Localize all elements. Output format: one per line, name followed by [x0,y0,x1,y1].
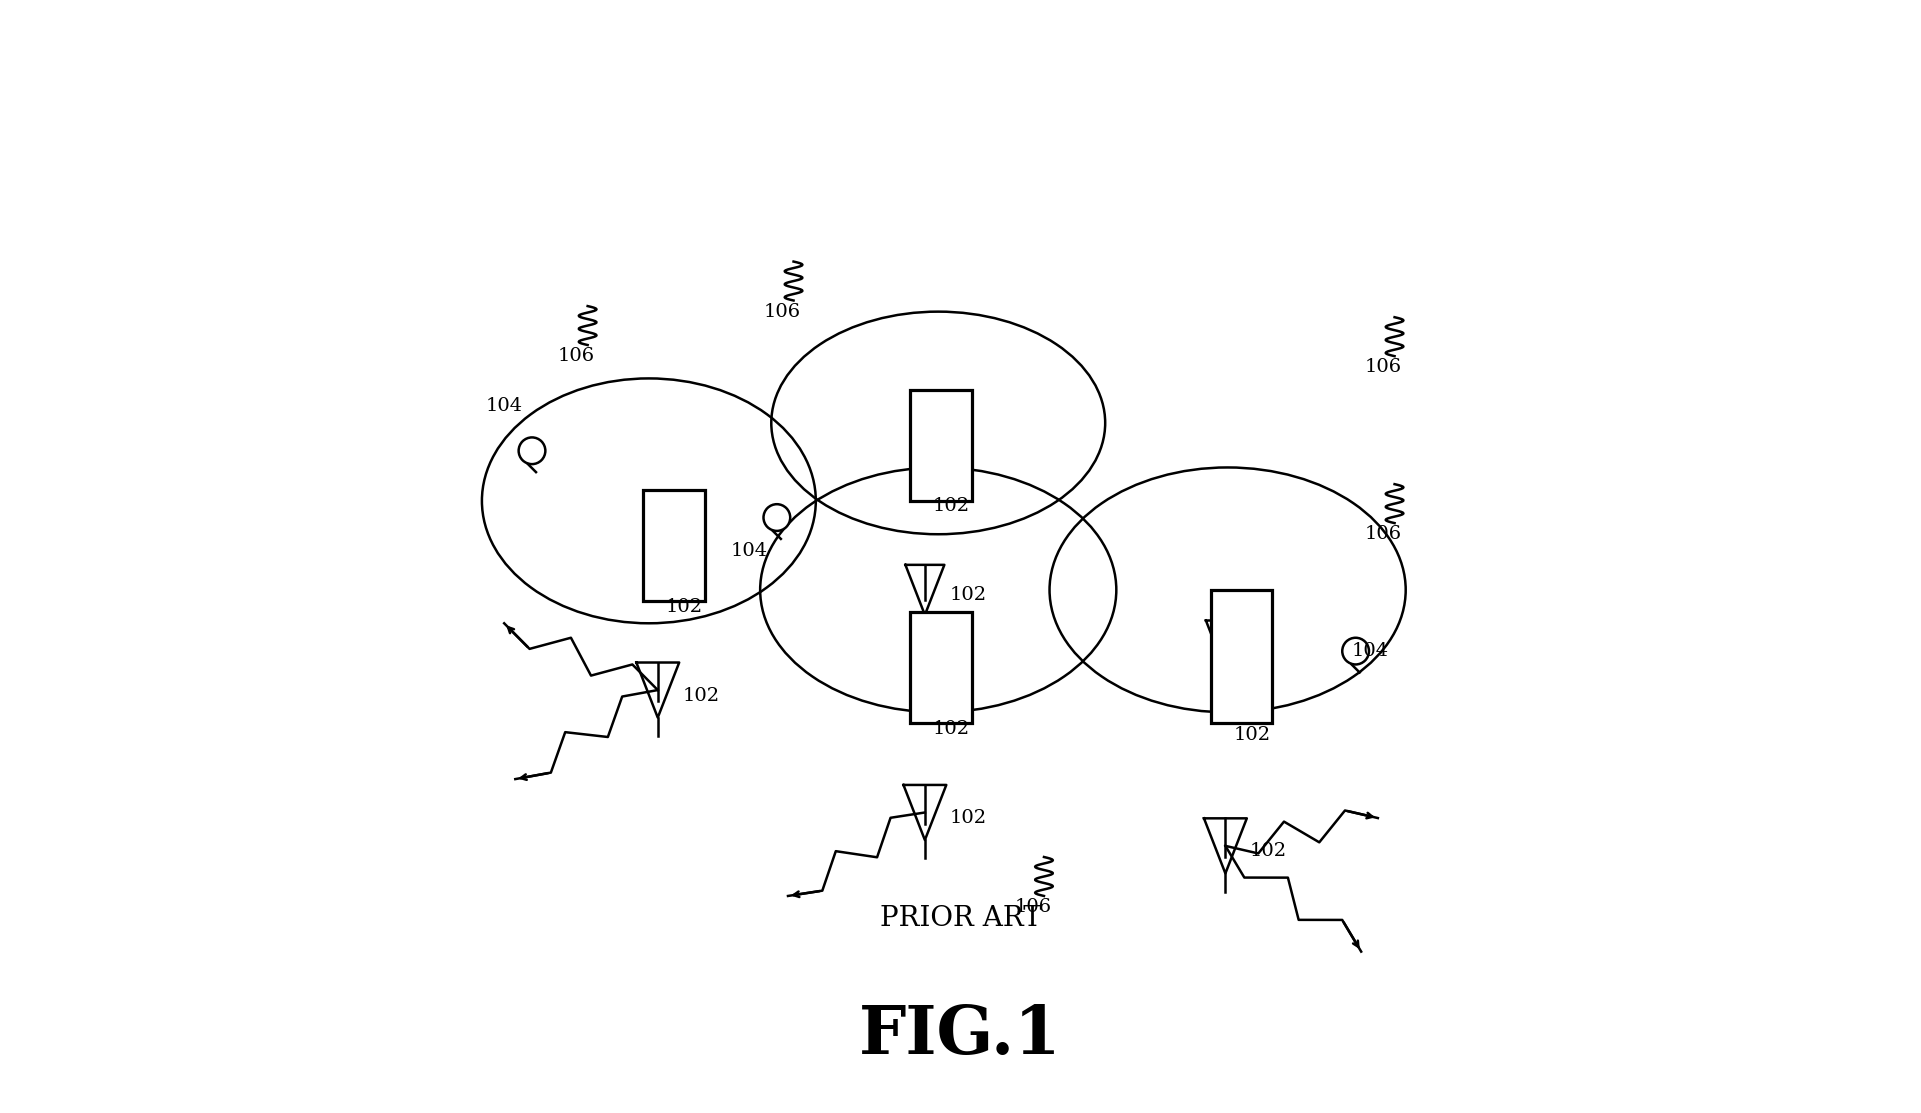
Bar [911,612,972,723]
Text: 104: 104 [1352,642,1389,660]
Circle shape [1343,638,1370,664]
Text: FIG.1: FIG.1 [859,1003,1062,1067]
Text: 102: 102 [934,498,970,515]
Text: 106: 106 [1366,525,1402,543]
Circle shape [763,504,790,531]
Circle shape [519,437,546,464]
Bar [644,490,705,601]
Text: 106: 106 [557,347,596,365]
Text: 102: 102 [949,809,987,827]
Bar [911,390,972,501]
Text: 102: 102 [1251,843,1287,860]
Bar [1210,590,1272,723]
Text: 102: 102 [934,720,970,738]
Text: 102: 102 [949,587,987,604]
Text: 104: 104 [486,397,523,415]
Text: 106: 106 [1366,358,1402,376]
Text: 102: 102 [665,598,703,615]
Text: PRIOR ART: PRIOR ART [880,905,1041,932]
Text: 104: 104 [730,542,768,560]
Text: 102: 102 [1233,726,1270,743]
Text: 106: 106 [1014,898,1051,916]
Text: 102: 102 [682,687,718,705]
Text: 106: 106 [765,303,801,321]
